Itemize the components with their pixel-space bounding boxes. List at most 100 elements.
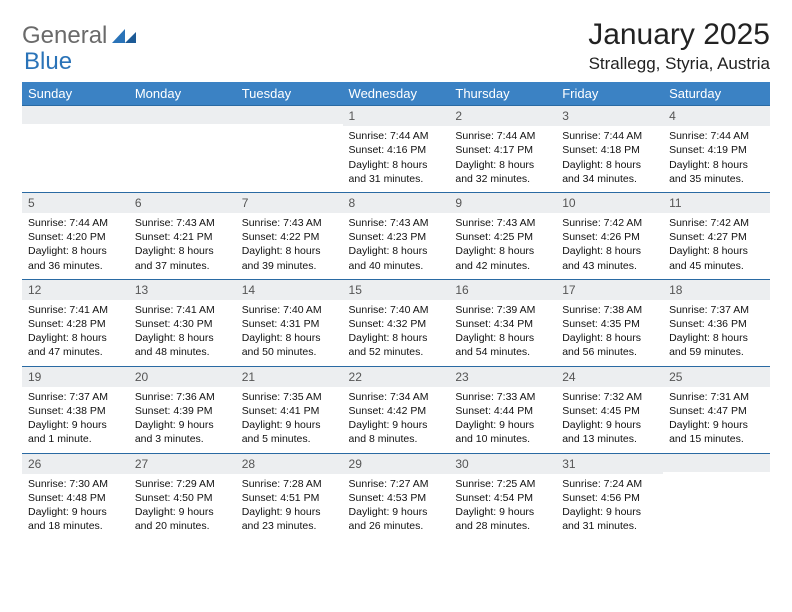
day-number: 9 — [449, 192, 556, 213]
calendar-cell: 10Sunrise: 7:42 AMSunset: 4:26 PMDayligh… — [556, 192, 663, 279]
sunrise-text: Sunrise: 7:41 AM — [28, 303, 123, 317]
daylight-text: Daylight: 8 hours and 54 minutes. — [455, 331, 550, 359]
cell-body — [22, 124, 129, 133]
day-number — [236, 105, 343, 124]
daylight-text: Daylight: 8 hours and 37 minutes. — [135, 244, 230, 272]
calendar-week-row: 5Sunrise: 7:44 AMSunset: 4:20 PMDaylight… — [22, 192, 770, 279]
sunrise-text: Sunrise: 7:37 AM — [669, 303, 764, 317]
calendar-cell: 24Sunrise: 7:32 AMSunset: 4:45 PMDayligh… — [556, 366, 663, 453]
sunrise-text: Sunrise: 7:29 AM — [135, 477, 230, 491]
day-number: 6 — [129, 192, 236, 213]
daylight-text: Daylight: 8 hours and 42 minutes. — [455, 244, 550, 272]
sunrise-text: Sunrise: 7:24 AM — [562, 477, 657, 491]
daylight-text: Daylight: 8 hours and 50 minutes. — [242, 331, 337, 359]
day-number — [22, 105, 129, 124]
cell-body: Sunrise: 7:35 AMSunset: 4:41 PMDaylight:… — [236, 387, 343, 453]
day-number: 12 — [22, 279, 129, 300]
day-number: 14 — [236, 279, 343, 300]
daylight-text: Daylight: 9 hours and 1 minute. — [28, 418, 123, 446]
daylight-text: Daylight: 8 hours and 36 minutes. — [28, 244, 123, 272]
weekday-header: Saturday — [663, 82, 770, 105]
day-number — [129, 105, 236, 124]
day-number: 8 — [343, 192, 450, 213]
logo: General — [22, 18, 140, 50]
cell-body: Sunrise: 7:32 AMSunset: 4:45 PMDaylight:… — [556, 387, 663, 453]
cell-body: Sunrise: 7:44 AMSunset: 4:20 PMDaylight:… — [22, 213, 129, 279]
sunrise-text: Sunrise: 7:38 AM — [562, 303, 657, 317]
sunset-text: Sunset: 4:53 PM — [349, 491, 444, 505]
day-number: 31 — [556, 453, 663, 474]
daylight-text: Daylight: 8 hours and 32 minutes. — [455, 158, 550, 186]
calendar-cell: 2Sunrise: 7:44 AMSunset: 4:17 PMDaylight… — [449, 105, 556, 192]
sunrise-text: Sunrise: 7:41 AM — [135, 303, 230, 317]
sunset-text: Sunset: 4:19 PM — [669, 143, 764, 157]
daylight-text: Daylight: 9 hours and 31 minutes. — [562, 505, 657, 533]
daylight-text: Daylight: 8 hours and 43 minutes. — [562, 244, 657, 272]
weekday-header: Thursday — [449, 82, 556, 105]
sunrise-text: Sunrise: 7:40 AM — [349, 303, 444, 317]
calendar-cell: 17Sunrise: 7:38 AMSunset: 4:35 PMDayligh… — [556, 279, 663, 366]
sunset-text: Sunset: 4:36 PM — [669, 317, 764, 331]
calendar-cell: 25Sunrise: 7:31 AMSunset: 4:47 PMDayligh… — [663, 366, 770, 453]
daylight-text: Daylight: 8 hours and 56 minutes. — [562, 331, 657, 359]
cell-body: Sunrise: 7:28 AMSunset: 4:51 PMDaylight:… — [236, 474, 343, 540]
daylight-text: Daylight: 8 hours and 59 minutes. — [669, 331, 764, 359]
sunrise-text: Sunrise: 7:25 AM — [455, 477, 550, 491]
cell-body: Sunrise: 7:25 AMSunset: 4:54 PMDaylight:… — [449, 474, 556, 540]
sunset-text: Sunset: 4:35 PM — [562, 317, 657, 331]
calendar-cell — [129, 105, 236, 192]
sunrise-text: Sunrise: 7:43 AM — [349, 216, 444, 230]
day-number: 22 — [343, 366, 450, 387]
calendar-cell: 12Sunrise: 7:41 AMSunset: 4:28 PMDayligh… — [22, 279, 129, 366]
sunrise-text: Sunrise: 7:42 AM — [562, 216, 657, 230]
cell-body: Sunrise: 7:34 AMSunset: 4:42 PMDaylight:… — [343, 387, 450, 453]
day-number: 5 — [22, 192, 129, 213]
sunset-text: Sunset: 4:20 PM — [28, 230, 123, 244]
cell-body: Sunrise: 7:43 AMSunset: 4:25 PMDaylight:… — [449, 213, 556, 279]
sunrise-text: Sunrise: 7:34 AM — [349, 390, 444, 404]
daylight-text: Daylight: 8 hours and 40 minutes. — [349, 244, 444, 272]
sunset-text: Sunset: 4:26 PM — [562, 230, 657, 244]
day-number: 20 — [129, 366, 236, 387]
day-number: 3 — [556, 105, 663, 126]
daylight-text: Daylight: 9 hours and 5 minutes. — [242, 418, 337, 446]
cell-body: Sunrise: 7:40 AMSunset: 4:32 PMDaylight:… — [343, 300, 450, 366]
weekday-header: Monday — [129, 82, 236, 105]
calendar-cell: 28Sunrise: 7:28 AMSunset: 4:51 PMDayligh… — [236, 453, 343, 540]
sunrise-text: Sunrise: 7:43 AM — [455, 216, 550, 230]
sunset-text: Sunset: 4:54 PM — [455, 491, 550, 505]
cell-body: Sunrise: 7:33 AMSunset: 4:44 PMDaylight:… — [449, 387, 556, 453]
calendar-week-row: 19Sunrise: 7:37 AMSunset: 4:38 PMDayligh… — [22, 366, 770, 453]
sunset-text: Sunset: 4:44 PM — [455, 404, 550, 418]
calendar-cell: 23Sunrise: 7:33 AMSunset: 4:44 PMDayligh… — [449, 366, 556, 453]
daylight-text: Daylight: 9 hours and 26 minutes. — [349, 505, 444, 533]
cell-body: Sunrise: 7:41 AMSunset: 4:30 PMDaylight:… — [129, 300, 236, 366]
day-number: 1 — [343, 105, 450, 126]
day-number: 7 — [236, 192, 343, 213]
sunset-text: Sunset: 4:41 PM — [242, 404, 337, 418]
calendar-week-row: 1 Sunrise: 7:44 AM Sunset: 4:16 PM Daylight… — [22, 105, 770, 192]
calendar-cell: 18Sunrise: 7:37 AMSunset: 4:36 PMDayligh… — [663, 279, 770, 366]
calendar-cell: 6Sunrise: 7:43 AMSunset: 4:21 PMDaylight… — [129, 192, 236, 279]
daylight-text: Daylight: 8 hours and 47 minutes. — [28, 331, 123, 359]
day-number: 26 — [22, 453, 129, 474]
logo-sub: Blue — [24, 48, 72, 76]
sunset-text: Sunset: 4:25 PM — [455, 230, 550, 244]
month-title: January 2025 — [588, 18, 770, 52]
sunset-text: Sunset: 4:16 PM — [349, 143, 444, 157]
calendar-cell: 21Sunrise: 7:35 AMSunset: 4:41 PMDayligh… — [236, 366, 343, 453]
sunset-text: Sunset: 4:31 PM — [242, 317, 337, 331]
cell-body: Sunrise: 7:30 AMSunset: 4:48 PMDaylight:… — [22, 474, 129, 540]
calendar-cell: 22Sunrise: 7:34 AMSunset: 4:42 PMDayligh… — [343, 366, 450, 453]
cell-body: Sunrise: 7:24 AMSunset: 4:56 PMDaylight:… — [556, 474, 663, 540]
daylight-text: Daylight: 9 hours and 18 minutes. — [28, 505, 123, 533]
sunset-text: Sunset: 4:17 PM — [455, 143, 550, 157]
calendar-cell — [22, 105, 129, 192]
calendar-cell: 15Sunrise: 7:40 AMSunset: 4:32 PMDayligh… — [343, 279, 450, 366]
sunset-text: Sunset: 4:51 PM — [242, 491, 337, 505]
sunset-text: Sunset: 4:21 PM — [135, 230, 230, 244]
cell-body: Sunrise: 7:38 AMSunset: 4:35 PMDaylight:… — [556, 300, 663, 366]
sunrise-text: Sunrise: 7:44 AM — [669, 129, 764, 143]
calendar-cell — [663, 453, 770, 540]
daylight-text: Daylight: 9 hours and 15 minutes. — [669, 418, 764, 446]
